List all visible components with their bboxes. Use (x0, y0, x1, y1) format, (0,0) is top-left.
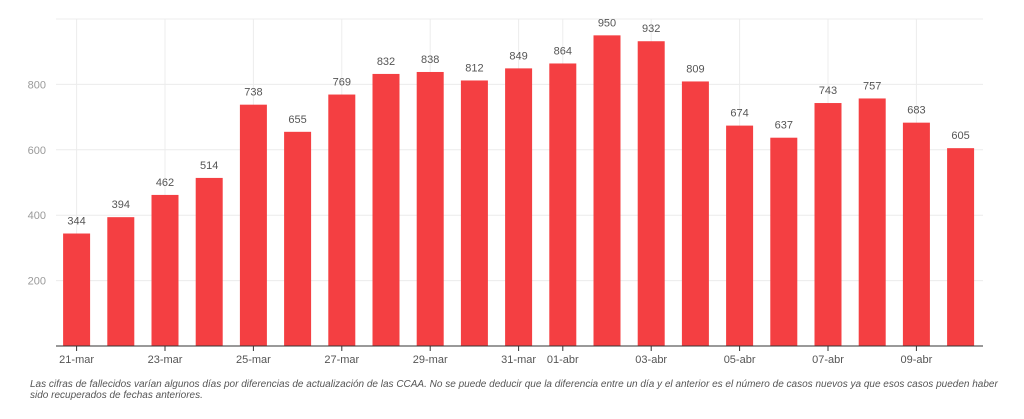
data-label: 683 (907, 105, 925, 117)
bar (416, 71, 444, 346)
data-label: 738 (244, 87, 262, 99)
y-axis-ticks: 200 400 600 800 (28, 79, 46, 287)
bar (814, 103, 842, 346)
bar (858, 98, 886, 346)
bar (947, 148, 975, 346)
bar (239, 104, 267, 346)
data-label: 344 (67, 216, 85, 228)
data-label: 832 (377, 56, 395, 68)
data-label: 950 (598, 17, 616, 29)
data-label: 849 (509, 50, 527, 62)
data-label: 605 (951, 130, 969, 142)
x-tick-label: 21-mar (59, 354, 94, 366)
bars (63, 35, 975, 347)
x-axis-ticks: 21-mar 23-mar 25-mar 27-mar 29-mar 31-mar 01-a… (59, 346, 933, 366)
y-tick-label: 600 (28, 145, 46, 157)
x-tick-label: 29-mar (413, 354, 448, 366)
x-tick-label: 31-mar (501, 354, 536, 366)
bar (460, 80, 488, 346)
x-tick-label: 23-mar (148, 354, 183, 366)
data-label: 514 (200, 160, 218, 172)
data-label: 809 (686, 63, 704, 75)
data-label: 812 (465, 62, 483, 74)
data-label: 932 (642, 23, 660, 35)
data-label: 757 (863, 80, 881, 92)
data-label: 655 (288, 114, 306, 126)
y-tick-label: 800 (28, 79, 46, 91)
bar (637, 41, 665, 347)
data-label: 394 (112, 199, 130, 211)
bar (726, 125, 754, 347)
data-label: 838 (421, 54, 439, 66)
deaths-bar-chart: 200 400 600 800 344 394 462 514 738 655 769 832 838… (28, 17, 983, 366)
x-tick-label: 01-abr (547, 354, 579, 366)
bar (284, 131, 312, 346)
x-tick-label: 09-abr (901, 354, 933, 366)
data-label: 674 (730, 108, 748, 120)
x-tick-label: 03-abr (635, 354, 667, 366)
data-label: 864 (554, 45, 572, 57)
bar (63, 233, 91, 346)
bar (681, 81, 709, 346)
data-labels: 344 394 462 514 738 655 769 832 838 812 849 864 950 9… (67, 17, 969, 227)
x-tick-label: 05-abr (724, 354, 756, 366)
bar (195, 177, 223, 346)
bar (549, 63, 577, 347)
bar (593, 35, 621, 346)
y-tick-label: 400 (28, 210, 46, 222)
bar (902, 122, 930, 346)
bar (151, 194, 179, 346)
bar (770, 137, 798, 346)
data-label: 637 (775, 120, 793, 132)
footnote: Las cifras de fallecidos varían algunos … (30, 379, 998, 401)
data-label: 462 (156, 177, 174, 189)
x-tick-label: 25-mar (236, 354, 271, 366)
data-label: 743 (819, 85, 837, 97)
bar (505, 68, 533, 346)
bar (372, 73, 400, 346)
bar (107, 217, 135, 346)
data-label: 769 (333, 77, 351, 89)
bar (328, 94, 356, 346)
x-tick-label: 27-mar (324, 354, 359, 366)
y-tick-label: 200 (28, 276, 46, 288)
x-tick-label: 07-abr (812, 354, 844, 366)
